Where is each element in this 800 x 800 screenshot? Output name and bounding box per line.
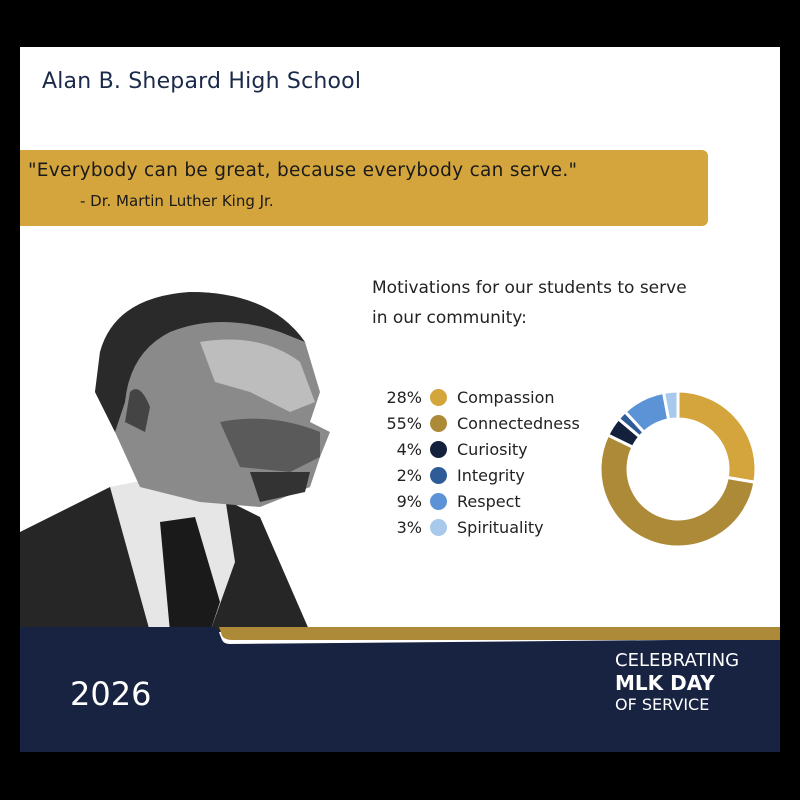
chart-legend: 28% Compassion 55% Connectedness 4% Curiosity… [375,384,580,540]
chart-title: Motivations for our students to serve in… [372,278,687,328]
legend-label: Compassion [457,387,555,407]
legend-label: Integrity [457,465,525,485]
quote-text: "Everybody can be great, because everybo… [28,160,578,181]
legend-percent: 2% [396,465,422,485]
quote-attribution: - Dr. Martin Luther King Jr. [80,192,274,210]
legend-item: 2% Integrity [375,462,580,488]
footer-band [20,627,780,752]
legend-item: 55% Connectedness [375,410,580,436]
legend-swatch [430,466,447,484]
legend-item: 4% Curiosity [375,436,580,462]
mlk-portrait-image [20,292,330,632]
school-name: Alan B. Shepard High School [42,69,362,94]
donut-chart [598,389,758,549]
year-label: 2026 [70,675,152,713]
legend-swatch [430,518,447,536]
legend-label: Connectedness [457,413,580,433]
legend-label: Respect [457,491,521,511]
donut-slice-spirituality [661,389,680,422]
event-title: CELEBRATING MLK DAY OF SERVICE [615,650,739,716]
legend-percent: 55% [386,413,422,433]
legend-percent: 3% [396,517,422,537]
donut-slice-connectedness [598,432,757,549]
legend-percent: 28% [386,387,422,407]
legend-swatch [430,492,447,510]
legend-swatch [430,388,447,406]
legend-item: 3% Spirituality [375,514,580,540]
legend-label: Curiosity [457,439,528,459]
quote-banner: "Everybody can be great, because everybo… [20,150,708,226]
legend-label: Spirituality [457,517,544,537]
poster: Alan B. Shepard High School "Everybody c… [20,47,780,752]
legend-item: 28% Compassion [375,384,580,410]
legend-percent: 9% [396,491,422,511]
donut-slice-compassion [676,389,758,485]
legend-swatch [430,414,447,432]
legend-swatch [430,440,447,458]
legend-item: 9% Respect [375,488,580,514]
legend-percent: 4% [396,439,422,459]
event-title-line1: CELEBRATING [615,650,740,671]
event-title-line3: OF SERVICE [615,695,710,714]
event-title-line2: MLK DAY [615,671,715,695]
